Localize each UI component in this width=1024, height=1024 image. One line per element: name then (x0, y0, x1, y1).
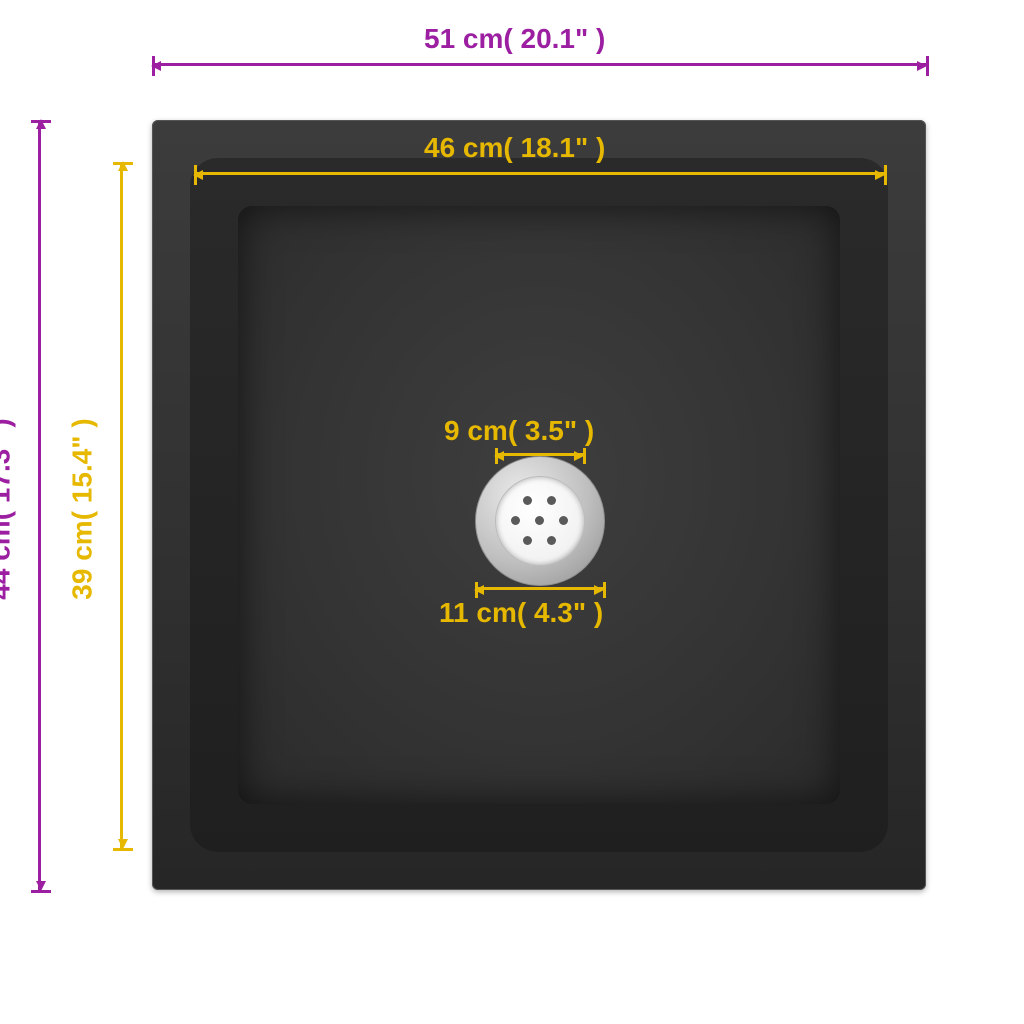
drain-hole (559, 516, 568, 525)
label-outer-width: 51 cm( 20.1" ) (424, 23, 605, 55)
dim-line-outer-width (152, 63, 926, 66)
dim-line-outer-height (38, 120, 41, 890)
dim-tick (495, 448, 498, 464)
diagram-canvas: 51 cm( 20.1" ) 46 cm( 18.1" ) 44 cm( 17.… (0, 0, 1024, 1024)
drain-hole (523, 536, 532, 545)
label-drain-inner: 9 cm( 3.5" ) (444, 415, 594, 447)
dim-tick (152, 56, 155, 76)
label-inner-width: 46 cm( 18.1" ) (424, 132, 605, 164)
dim-tick (113, 162, 133, 165)
dim-tick (31, 120, 51, 123)
dim-tick (31, 890, 51, 893)
dim-tick (603, 582, 606, 598)
drain-hole (511, 516, 520, 525)
drain-hole (523, 496, 532, 505)
dim-tick (884, 165, 887, 185)
dim-tick (194, 165, 197, 185)
dim-line-drain-inner (495, 453, 583, 456)
dim-tick (926, 56, 929, 76)
dim-line-inner-width (194, 172, 884, 175)
drain-hole (535, 516, 544, 525)
dim-tick (113, 848, 133, 851)
label-inner-height: 39 cm( 15.4" ) (67, 418, 99, 599)
dim-line-drain-outer (475, 587, 603, 590)
dim-tick (475, 582, 478, 598)
label-outer-height: 44 cm( 17.3" ) (0, 418, 17, 599)
dim-tick (583, 448, 586, 464)
drain-hole (547, 536, 556, 545)
drain-hole (547, 496, 556, 505)
dim-line-inner-height (120, 162, 123, 848)
label-drain-outer: 11 cm( 4.3" ) (439, 597, 603, 629)
